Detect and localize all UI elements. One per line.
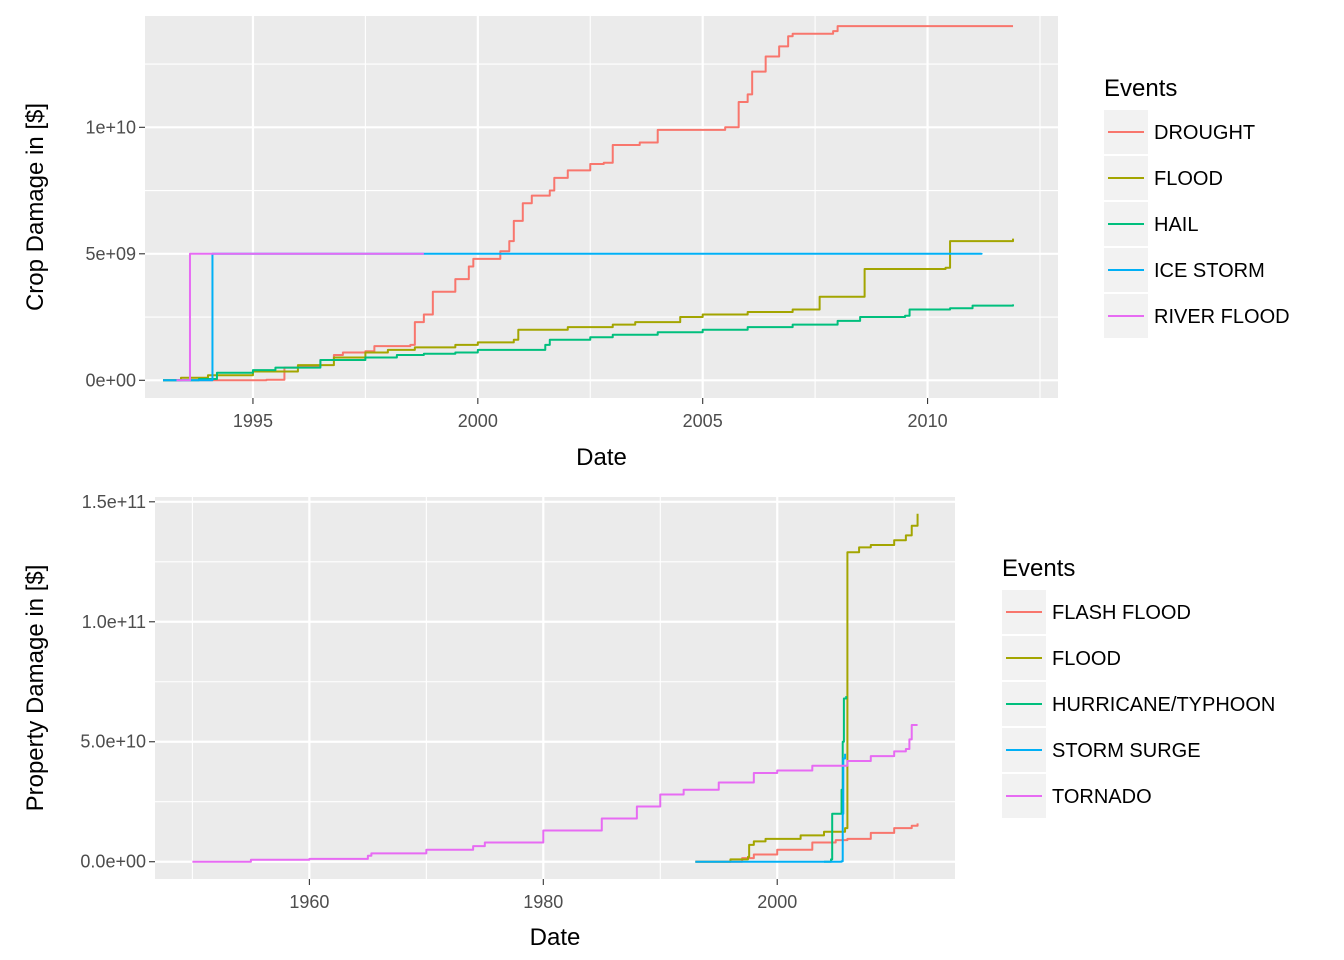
y-tick-label: 5.0e+10 [80, 732, 146, 752]
legend-label: DROUGHT [1154, 122, 1255, 144]
series-line-storm-surge [695, 753, 847, 863]
property-series [192, 513, 919, 863]
legend-label: FLOOD [1154, 168, 1223, 190]
property-ticks: 1960 1980 2000 0.0e+00 5.0e+10 1.0e+11 1.5e+11 [80, 492, 797, 912]
crop-plot-background [145, 16, 1058, 398]
y-tick-label: 0e+00 [85, 370, 136, 390]
property-y-axis-title: Property Damage in [$] [22, 565, 49, 812]
y-tick-label: 0.0e+00 [80, 852, 146, 872]
legend-label: ICE STORM [1154, 260, 1265, 282]
property-x-axis-title: Date [530, 924, 581, 951]
crop-ticks: 1995 2000 2005 2010 0e+00 5e+09 1e+10 [85, 117, 947, 431]
legend-label: FLASH FLOOD [1052, 602, 1191, 624]
property-grid [155, 497, 955, 879]
crop-legend-title: Events [1104, 75, 1177, 102]
property-plot-background [155, 497, 955, 879]
legend-label: HURRICANE/TYPHOON [1052, 694, 1275, 716]
series-line-flood [695, 513, 919, 863]
y-tick-label: 1e+10 [85, 117, 136, 137]
y-tick-label: 1.5e+11 [82, 492, 146, 512]
x-tick-label: 2000 [757, 892, 797, 912]
legend-label: RIVER FLOOD [1154, 306, 1290, 328]
series-line-tornado [192, 723, 918, 863]
x-tick-label: 2000 [458, 411, 498, 431]
y-tick-label: 5e+09 [85, 244, 136, 264]
x-tick-label: 1960 [289, 892, 329, 912]
series-line-hail [162, 304, 1015, 382]
series-line-river-flood [176, 252, 424, 382]
property-legend-title: Events [1002, 555, 1075, 582]
y-tick-label: 1.0e+11 [82, 612, 146, 632]
crop-x-axis-title: Date [576, 444, 627, 471]
series-line-hurricane-typhoon [824, 696, 848, 863]
x-tick-label: 2005 [683, 411, 723, 431]
crop-damage-chart: 1995 2000 2005 2010 0e+00 5e+09 1e+10 Date Cro… [22, 16, 1290, 471]
x-tick-label: 2010 [908, 411, 948, 431]
legend-label: STORM SURGE [1052, 740, 1201, 762]
crop-legend: Events DROUGHT FLOOD HAIL ICE STORM RIVER FL… [1104, 75, 1290, 338]
series-line-flash-flood [695, 823, 919, 863]
x-tick-label: 1980 [523, 892, 563, 912]
series-line-flood [162, 238, 1015, 382]
legend-label: HAIL [1154, 214, 1198, 236]
crop-y-axis-title: Crop Damage in [$] [22, 103, 49, 311]
property-damage-chart: 1960 1980 2000 0.0e+00 5.0e+10 1.0e+11 1.5e+11… [22, 492, 1275, 951]
legend-label: TORNADO [1052, 786, 1152, 808]
property-legend: Events FLASH FLOOD FLOOD HURRICANE/TYPHOON… [1002, 555, 1275, 818]
x-tick-label: 1995 [233, 411, 273, 431]
legend-label: FLOOD [1052, 648, 1121, 670]
crop-series [162, 25, 1015, 382]
